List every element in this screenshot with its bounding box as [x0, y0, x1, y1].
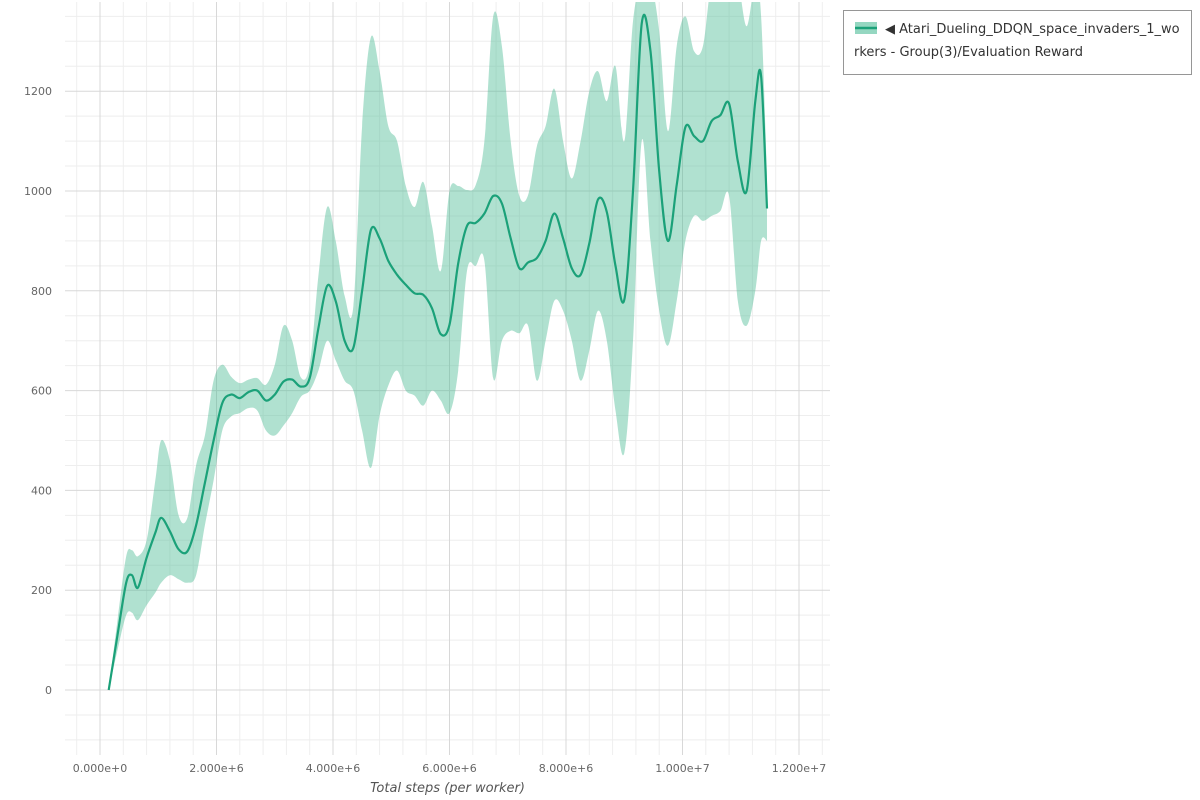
- x-axis-title: Total steps (per worker): [370, 781, 525, 796]
- svg-text:1.000e+7: 1.000e+7: [655, 762, 709, 775]
- svg-text:400: 400: [31, 484, 52, 497]
- legend-series-label: ◀ Atari_Dueling_DDQN_space_invaders_1_wo…: [854, 22, 1180, 60]
- major-gridlines: [65, 2, 830, 755]
- stddev-band: [108, 2, 767, 690]
- y-axis-tick-labels: 0 200 400 600 800 1000 1200: [24, 85, 52, 697]
- svg-text:6.000e+6: 6.000e+6: [422, 762, 476, 775]
- svg-text:8.000e+6: 8.000e+6: [539, 762, 593, 775]
- minor-gridlines: [65, 2, 830, 755]
- svg-text:1000: 1000: [24, 185, 52, 198]
- x-axis-tick-labels: 0.000e+0 2.000e+6 4.000e+6 6.000e+6 8.000e+6…: [73, 762, 826, 775]
- legend-item[interactable]: ◀ Atari_Dueling_DDQN_space_invaders_1_wo…: [843, 10, 1192, 75]
- svg-text:2.000e+6: 2.000e+6: [189, 762, 243, 775]
- svg-text:0.000e+0: 0.000e+0: [73, 762, 127, 775]
- svg-text:1.200e+7: 1.200e+7: [772, 762, 826, 775]
- svg-text:0: 0: [45, 684, 52, 697]
- svg-text:4.000e+6: 4.000e+6: [306, 762, 360, 775]
- svg-text:200: 200: [31, 584, 52, 597]
- svg-text:1200: 1200: [24, 85, 52, 98]
- mean-reward-line: [107, 13, 769, 691]
- legend-series-swatch-icon: [855, 22, 877, 34]
- svg-text:800: 800: [31, 285, 52, 298]
- svg-text:600: 600: [31, 385, 52, 398]
